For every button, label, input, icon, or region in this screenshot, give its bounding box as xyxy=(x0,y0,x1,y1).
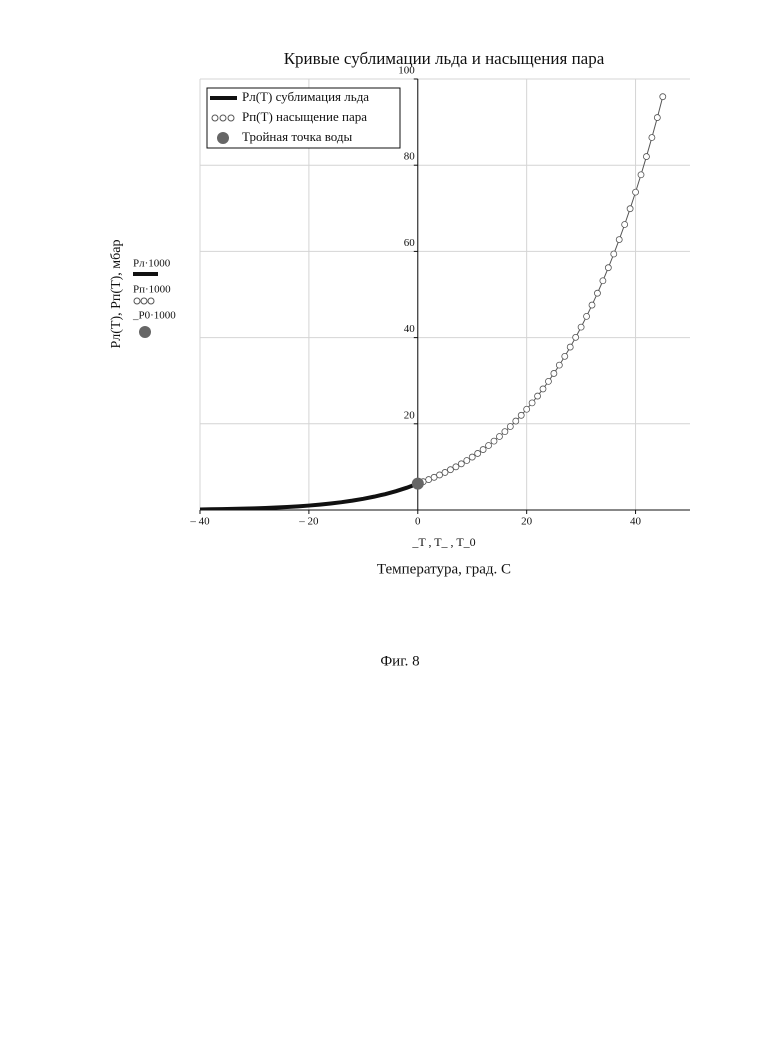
side-label: Рл·1000 xyxy=(133,258,171,270)
data-point xyxy=(491,438,497,444)
page: Кривые сублимации льда и насыщения пара … xyxy=(0,0,780,1037)
data-point xyxy=(469,454,475,460)
caption: Фиг. 8 xyxy=(380,653,419,669)
data-point xyxy=(442,469,448,475)
data-point xyxy=(535,393,541,399)
data-point xyxy=(660,94,666,100)
data-point xyxy=(447,467,453,473)
side-swatch xyxy=(134,298,140,304)
y-tick-label: 40 xyxy=(404,323,416,335)
y-tick-label: 20 xyxy=(404,409,416,421)
x-axis-label: Температура, град. С xyxy=(377,561,511,577)
data-point xyxy=(529,400,535,406)
data-point xyxy=(464,458,470,464)
y-tick-label: 80 xyxy=(404,151,416,163)
data-point xyxy=(622,222,628,228)
data-point xyxy=(594,290,600,296)
legend-label: Рл(Т) сублимация льда xyxy=(242,89,369,104)
data-point xyxy=(589,302,595,308)
side-label: _P0·1000 xyxy=(132,310,176,322)
data-point xyxy=(627,206,633,212)
side-swatch xyxy=(148,298,154,304)
data-point xyxy=(578,324,584,330)
legend-swatch xyxy=(220,115,226,121)
data-point xyxy=(518,412,524,418)
legend-swatch xyxy=(228,115,234,121)
data-point xyxy=(611,251,617,257)
x-tick-label: 0 xyxy=(415,516,421,528)
data-point xyxy=(556,362,562,368)
data-point xyxy=(562,353,568,359)
data-point xyxy=(513,418,519,424)
data-point xyxy=(524,406,530,412)
data-point xyxy=(584,313,590,319)
x-tick-label: 40 xyxy=(630,516,642,528)
x-tick-label: – 20 xyxy=(298,516,319,528)
data-point xyxy=(638,172,644,178)
data-point xyxy=(496,434,502,440)
data-point xyxy=(633,189,639,195)
legend-swatch xyxy=(217,132,229,144)
x-expr-label: _T , T_ , T_0 xyxy=(411,535,475,549)
y-tick-label: 60 xyxy=(404,237,416,249)
data-point xyxy=(502,429,508,435)
data-point xyxy=(643,154,649,160)
data-point xyxy=(458,461,464,467)
data-point xyxy=(605,265,611,271)
data-point xyxy=(507,424,513,430)
chart-title: Кривые сублимации льда и насыщения пара xyxy=(284,49,605,68)
plot xyxy=(200,94,666,510)
triple-point xyxy=(412,478,424,490)
data-point xyxy=(486,442,492,448)
data-point xyxy=(540,386,546,392)
side-swatch xyxy=(141,298,147,304)
data-point xyxy=(573,334,579,340)
y-axis-label: Рл(Т), Рп(Т), мбар xyxy=(109,240,124,349)
side-label: Рп·1000 xyxy=(133,284,171,296)
data-point xyxy=(551,370,557,376)
legend-label: Рп(Т) насыщение пара xyxy=(242,109,367,124)
x-tick-label: – 40 xyxy=(189,516,210,528)
data-point xyxy=(567,344,573,350)
data-point xyxy=(480,447,486,453)
data-point xyxy=(453,464,459,470)
legend-label: Тройная точка воды xyxy=(242,129,352,144)
side-swatch xyxy=(139,326,151,338)
data-point xyxy=(649,135,655,141)
data-point xyxy=(654,115,660,121)
data-point xyxy=(600,278,606,284)
data-point xyxy=(475,450,481,456)
x-tick-label: 20 xyxy=(521,516,533,528)
data-point xyxy=(545,378,551,384)
legend-swatch xyxy=(212,115,218,121)
data-point xyxy=(616,237,622,243)
series-line xyxy=(418,97,663,484)
y-tick-label: 100 xyxy=(398,65,415,77)
